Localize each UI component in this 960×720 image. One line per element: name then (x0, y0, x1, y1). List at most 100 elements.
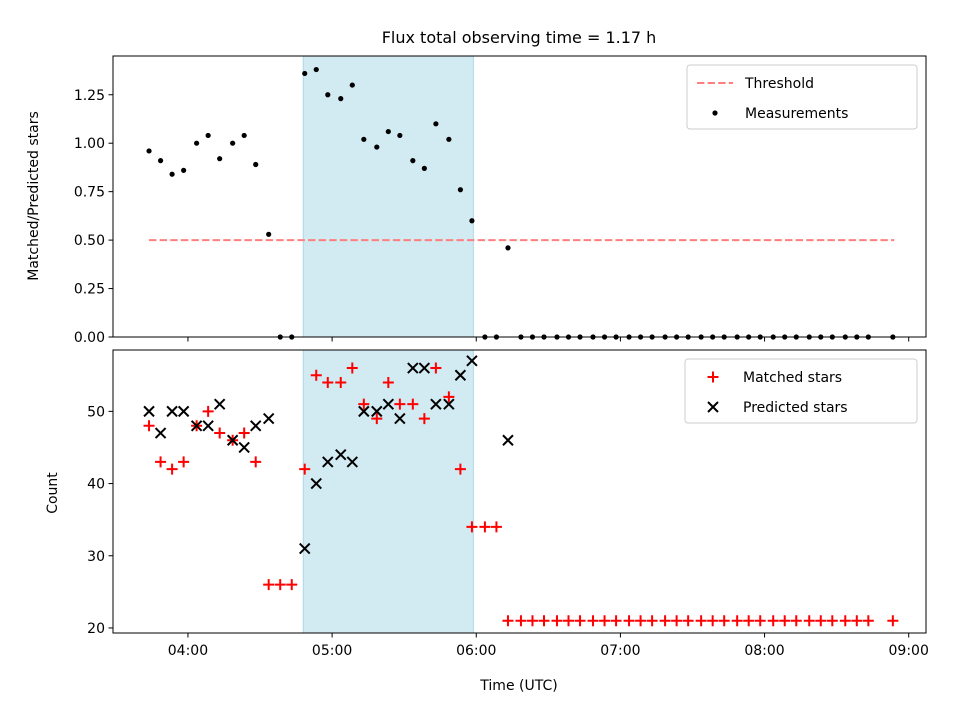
plus-shape (815, 615, 827, 627)
legend-label: Threshold (744, 76, 814, 92)
matched-point (155, 456, 167, 468)
predicted-point (299, 542, 311, 555)
dot-shape (505, 245, 511, 251)
cross-shape (249, 420, 262, 432)
matched-point (394, 398, 406, 410)
dot-shape (313, 66, 319, 73)
plus-shape (155, 456, 167, 468)
matched-point (671, 615, 683, 627)
plus-shape (466, 521, 478, 533)
predicted-point (466, 355, 478, 367)
top-legend: Threshold Measurements (686, 64, 918, 130)
matched-point (178, 456, 190, 468)
dot-shape (146, 148, 152, 154)
data-point (338, 96, 344, 102)
matched-point (731, 615, 743, 627)
predicted-point (143, 405, 155, 418)
cross-shape (322, 456, 334, 468)
predicted-point (371, 405, 383, 418)
matched-point (563, 615, 575, 627)
plus-shape (310, 369, 322, 381)
legend-swatch (707, 371, 719, 383)
matched-point (286, 579, 298, 591)
cross-shape (454, 369, 467, 381)
plus-shape (322, 376, 334, 388)
predicted-point (226, 434, 239, 446)
predicted-point (382, 398, 395, 410)
top-y-tick-label: 0.00 (74, 330, 105, 346)
plus-shape (238, 427, 250, 439)
bottom-y-tick-label: 20 (87, 621, 105, 637)
plus-shape (143, 420, 155, 432)
cross-shape (371, 405, 383, 418)
dot-shape (302, 70, 308, 77)
data-point (361, 136, 367, 142)
cross-shape (202, 420, 214, 432)
plus-shape (490, 521, 502, 533)
dot-shape (194, 140, 200, 146)
predicted-point (154, 427, 167, 439)
top-y-tick-label: 1.00 (74, 136, 105, 152)
top-shaded-span (302, 55, 474, 338)
plus-shape (731, 615, 743, 627)
cross-shape (430, 398, 442, 410)
matched-point (803, 615, 815, 627)
plus-shape (718, 615, 730, 627)
cross-shape (262, 412, 275, 425)
data-point (349, 82, 355, 88)
plus-shape (274, 579, 286, 591)
matched-point (695, 615, 707, 627)
matched-point (263, 579, 275, 591)
matched-point (610, 615, 622, 627)
matched-point (718, 615, 730, 627)
plus-shape (646, 615, 658, 627)
plus-shape (587, 615, 599, 627)
data-point (374, 144, 380, 150)
cross-shape (358, 405, 370, 418)
top-y-tick-label: 0.50 (74, 233, 105, 249)
cross-shape (154, 427, 167, 439)
plus-shape (479, 521, 491, 533)
cross-shape (190, 420, 203, 432)
data-point (253, 161, 259, 168)
matched-point (599, 615, 611, 627)
matched-point (815, 615, 827, 627)
plus-shape (623, 615, 635, 627)
matched-point (682, 615, 694, 627)
data-point (457, 187, 463, 193)
chart-title: Flux total observing time = 1.17 h (382, 28, 657, 47)
predicted-point (249, 420, 262, 432)
plus-shape (803, 615, 815, 627)
matched-point (382, 376, 394, 388)
plus-shape (707, 615, 719, 627)
dot-shape (469, 218, 475, 224)
plus-shape (454, 463, 466, 475)
matched-point (790, 615, 802, 627)
matched-point (346, 362, 358, 374)
plus-shape (682, 615, 694, 627)
cross-shape (346, 456, 358, 468)
bottom-shaded-span (302, 349, 474, 634)
top-y-tick-label: 0.75 (74, 185, 105, 201)
dot-shape (374, 144, 380, 150)
plus-shape (202, 405, 214, 417)
dot-shape (241, 132, 247, 139)
matched-point (862, 615, 874, 627)
predicted-point (262, 412, 275, 425)
x-tick-label: 04:00 (168, 643, 208, 659)
matched-point (743, 615, 755, 627)
plus-shape (790, 615, 802, 627)
plus-shape (695, 615, 707, 627)
plus-shape (599, 615, 611, 627)
plus-shape (335, 376, 347, 388)
matched-point (250, 456, 262, 468)
dot-shape (446, 136, 452, 142)
predicted-point (238, 441, 250, 454)
matched-point (851, 615, 863, 627)
data-point (505, 245, 511, 251)
plus-shape (382, 376, 394, 388)
cross-shape (299, 542, 311, 555)
matched-point (454, 463, 466, 475)
data-point (433, 121, 439, 127)
matched-point (779, 615, 791, 627)
